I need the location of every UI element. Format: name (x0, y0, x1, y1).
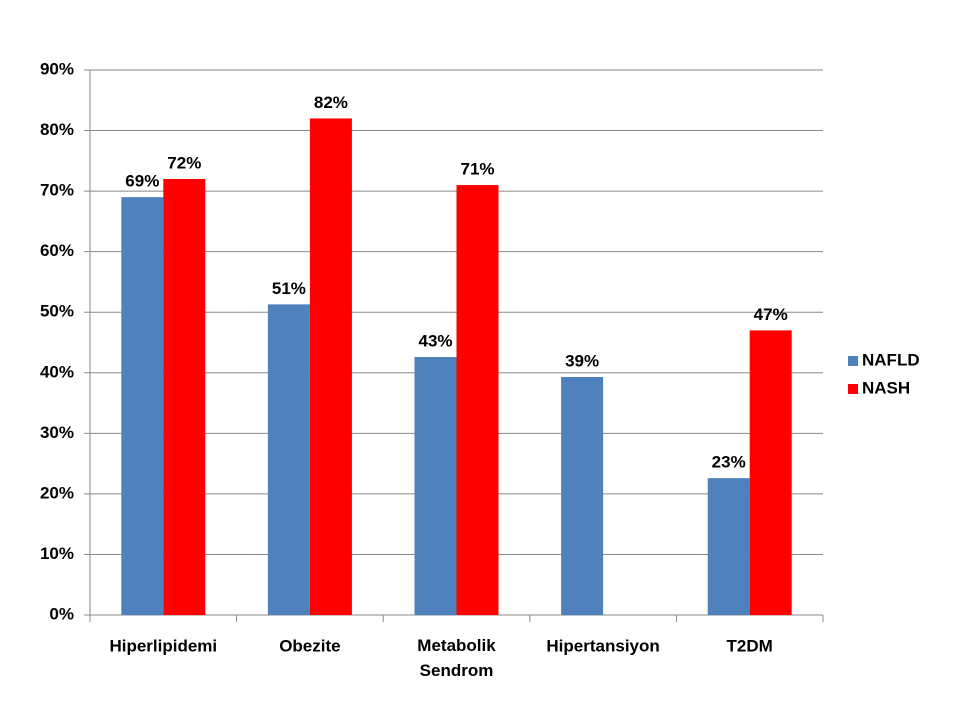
y-tick-label: 10% (40, 544, 74, 563)
data-label: 82% (314, 93, 348, 112)
bar (267, 304, 310, 615)
data-label: 47% (754, 305, 788, 324)
bar (707, 478, 750, 615)
data-label: 72% (167, 153, 201, 172)
bar (749, 330, 792, 615)
y-tick-label: 0% (49, 604, 74, 623)
x-tick-label: Hipertansiyon (546, 636, 659, 655)
bar (456, 185, 499, 616)
data-label: 23% (712, 453, 746, 472)
x-tick-label: Obezite (279, 636, 340, 655)
y-tick-label: 90% (40, 59, 74, 78)
y-tick-label: 30% (40, 423, 74, 442)
data-label: 69% (125, 172, 159, 191)
x-tick-label: Hiperlipidemi (109, 636, 217, 655)
data-label: 43% (418, 332, 452, 351)
bar (561, 377, 604, 615)
y-tick-label: 60% (40, 241, 74, 260)
y-tick-label: 70% (40, 181, 74, 200)
x-tick-label: T2DM (727, 636, 773, 655)
legend-label: NAFLD (862, 350, 920, 369)
y-tick-label: 50% (40, 302, 74, 321)
bar (121, 197, 164, 615)
y-tick-label: 20% (40, 483, 74, 502)
bar (309, 118, 352, 615)
data-label: 39% (565, 352, 599, 371)
y-tick-label: 40% (40, 362, 74, 381)
data-label: 51% (272, 279, 306, 298)
legend-swatch (848, 356, 858, 366)
legend-label: NASH (862, 378, 910, 397)
x-tick-label: Metabolik Sendrom (417, 636, 496, 680)
bar (163, 179, 206, 615)
bar (414, 357, 457, 615)
y-tick-label: 80% (40, 120, 74, 139)
data-label: 71% (460, 160, 494, 179)
legend-swatch (848, 384, 858, 394)
